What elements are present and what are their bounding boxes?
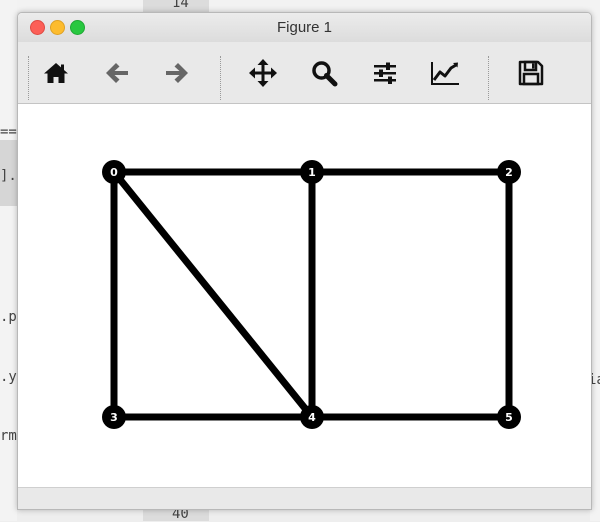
- title-bar[interactable]: Figure 1: [18, 13, 591, 42]
- background-code-fragment: rm: [0, 428, 17, 444]
- zoom-button[interactable]: [307, 56, 341, 90]
- background-gutter-top: [143, 0, 209, 12]
- zoom-window-button[interactable]: [70, 20, 85, 35]
- graph-node-1: [300, 160, 324, 184]
- graph-node-label: 1: [308, 166, 316, 179]
- background-code-fragment: .p: [0, 309, 17, 325]
- status-bar: [18, 487, 591, 509]
- save-button[interactable]: [514, 56, 548, 90]
- arrow-right-icon: [166, 63, 188, 83]
- window-title: Figure 1: [276, 19, 333, 36]
- graph-node-2: [497, 160, 521, 184]
- toolbar-separator: [488, 56, 489, 100]
- subplots-button[interactable]: [368, 56, 402, 90]
- toolbar-grip: [28, 56, 29, 100]
- navigation-toolbar: [18, 42, 591, 104]
- graph-node-label: 2: [505, 166, 513, 179]
- move-icon: [249, 59, 277, 87]
- graph-node-label: 0: [110, 166, 118, 179]
- graph-node-label: 4: [308, 411, 316, 424]
- background-editor-right: [590, 0, 600, 521]
- graph-plot: 0 1 2 3 4 5: [102, 160, 521, 429]
- graph-node-0: [102, 160, 126, 184]
- back-button[interactable]: [100, 56, 134, 90]
- figure-canvas[interactable]: 0 1 2 3 4 5: [18, 104, 591, 487]
- arrow-left-icon: [106, 63, 128, 83]
- background-editor-highlight: [0, 140, 17, 206]
- figure-window: Figure 1: [17, 12, 592, 510]
- graph-node-5: [497, 405, 521, 429]
- toolbar-separator: [220, 56, 221, 100]
- sliders-icon: [374, 62, 396, 84]
- graph-node-4: [300, 405, 324, 429]
- line-chart-icon: [431, 62, 459, 85]
- edit-axes-button[interactable]: [428, 56, 462, 90]
- home-button[interactable]: [39, 56, 73, 90]
- background-line-number: 40: [172, 506, 189, 522]
- graph-node-label: 5: [505, 411, 513, 424]
- background-editor-top: [0, 0, 600, 12]
- home-icon: [44, 63, 68, 83]
- floppy-disk-icon: [518, 60, 544, 86]
- magnifier-icon: [312, 61, 338, 87]
- graph-node-3: [102, 405, 126, 429]
- minimize-window-button[interactable]: [50, 20, 65, 35]
- background-editor-left: [0, 0, 17, 521]
- forward-button[interactable]: [160, 56, 194, 90]
- background-line-number: 14: [172, 0, 189, 11]
- background-gutter-bottom: [143, 508, 209, 521]
- close-window-button[interactable]: [30, 20, 45, 35]
- graph-edge-0-4: [111, 169, 315, 420]
- background-code-fragment: ==: [0, 124, 17, 140]
- background-code-fragment: .y: [0, 369, 17, 385]
- pan-button[interactable]: [246, 56, 280, 90]
- graph-node-label: 3: [110, 411, 118, 424]
